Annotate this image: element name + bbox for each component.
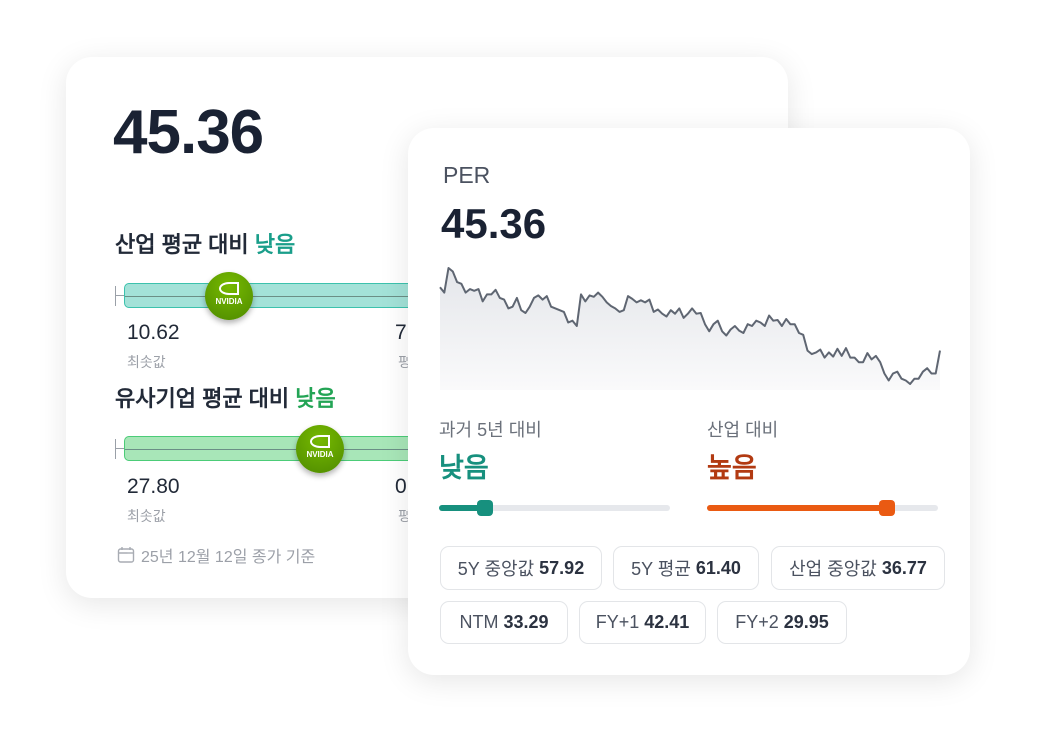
compare-5y-verdict: 낮음 (439, 453, 489, 483)
per-history-chart (439, 267, 941, 390)
compare-industry-label: 산업 대비 (707, 420, 779, 440)
compare-5y-slider (439, 500, 670, 516)
chart-area (440, 268, 940, 390)
slider-thumb (477, 500, 494, 516)
chip-value: 36.77 (881, 557, 927, 578)
chip-fy1: FY+1 42.41 (579, 601, 706, 644)
industry-avg-value: 7 (395, 321, 407, 344)
chip-5y-median: 5Y 중앙값 57.92 (440, 546, 602, 590)
industry-min-value: 10.62 (127, 321, 180, 344)
date-note: 25년 12월 12일 종가 기준 (117, 543, 315, 567)
chip-label: FY+2 (735, 612, 779, 632)
peers-min-label: 최솟값 (127, 508, 166, 524)
chip-label: 5Y 중앙값 (457, 559, 535, 579)
nvidia-eye-icon (310, 435, 330, 448)
chip-label: NTM (459, 612, 499, 632)
peers-avg-label: 평 (398, 508, 411, 524)
chip-value: 61.40 (695, 557, 741, 578)
chip-value: 57.92 (539, 557, 585, 578)
nvidia-logo-marker: NVIDIA (205, 272, 253, 320)
nvidia-eye-icon (219, 282, 239, 295)
peers-avg-value: 0 (395, 475, 407, 498)
industry-min-label: 최솟값 (127, 354, 166, 370)
peers-comparison-heading: 유사기업 평균 대비 낮음 (115, 381, 336, 413)
chip-value: 33.29 (503, 612, 549, 632)
chip-value: 42.41 (644, 612, 690, 632)
range-min-tick (115, 439, 126, 459)
chip-5y-average: 5Y 평균 61.40 (613, 546, 759, 590)
industry-verdict: 낮음 (254, 232, 296, 257)
chip-industry-median: 산업 중앙값 36.77 (771, 546, 945, 590)
chip-ntm: NTM 33.29 (440, 601, 568, 644)
per-value: 45.36 (113, 98, 264, 167)
compare-5y-label: 과거 5년 대비 (439, 420, 542, 440)
logo-text: NVIDIA (306, 450, 334, 459)
chip-label: 산업 중앙값 (789, 559, 877, 579)
peers-verdict: 낮음 (295, 386, 336, 411)
calendar-icon (117, 547, 135, 563)
date-note-text: 25년 12월 12일 종가 기준 (141, 549, 316, 566)
per-detail-card: PER 45.36 과거 5년 대비 낮음 산업 대비 높음 5Y 중앙값 57.… (408, 128, 970, 675)
peers-min-value: 27.80 (127, 475, 180, 498)
metric-label: PER (443, 162, 491, 188)
chip-label: 5Y 평균 (631, 559, 691, 579)
range-min-tick (115, 286, 126, 306)
compare-industry-verdict: 높음 (707, 453, 757, 483)
nvidia-logo-marker: NVIDIA (296, 425, 344, 473)
heading-label: 산업 평균 대비 (115, 232, 249, 257)
logo-text: NVIDIA (215, 297, 243, 306)
heading-label: 유사기업 평균 대비 (115, 386, 290, 411)
slider-thumb (879, 500, 896, 516)
chip-label: FY+1 (595, 612, 640, 632)
chip-value: 29.95 (783, 612, 829, 632)
compare-industry-slider (707, 500, 938, 516)
chart-series-line (439, 267, 941, 385)
chip-fy2: FY+2 29.95 (717, 601, 847, 644)
industry-comparison-heading: 산업 평균 대비 낮음 (115, 227, 295, 259)
per-value: 45.36 (441, 200, 547, 247)
industry-avg-label: 평 (398, 354, 411, 370)
